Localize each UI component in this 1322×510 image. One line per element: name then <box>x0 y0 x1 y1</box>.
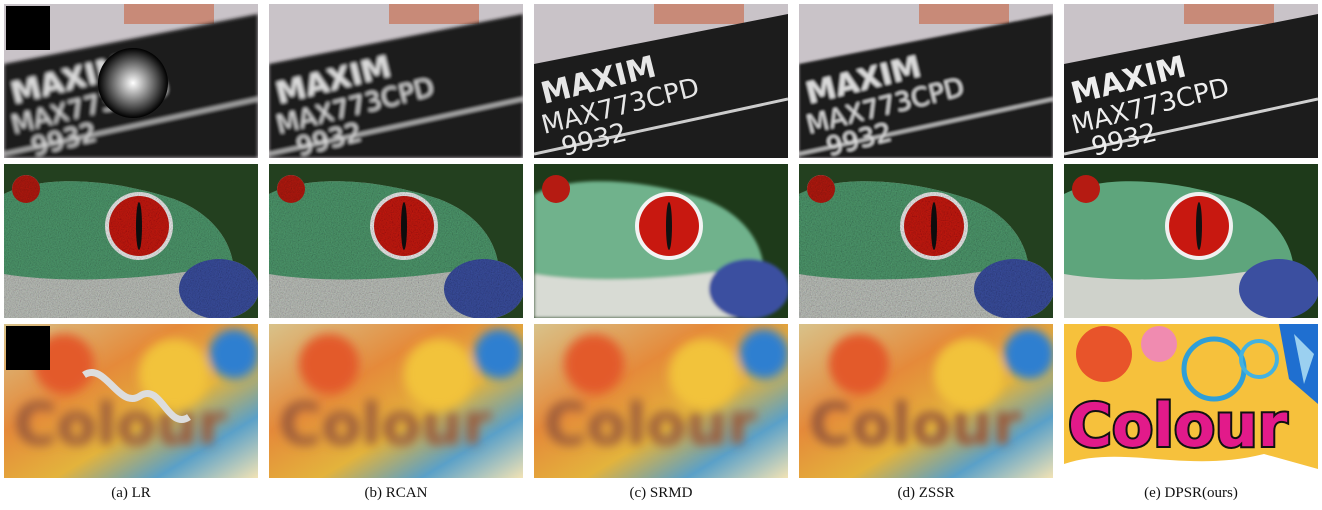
colour-rcan-image: Colour <box>269 324 523 478</box>
chip-zssr-image: MAXIM MAX773CPD 9932 <box>799 4 1053 158</box>
comparison-grid: MAXIM MAX773CPD 9932 MAXIM MAX773CPD 993… <box>4 4 1318 478</box>
chip-srmd-image: MAXIM MAX773CPD 9932 <box>534 4 788 158</box>
caption-rcan: (b) RCAN <box>364 485 428 501</box>
svg-text:Colour: Colour <box>544 390 756 458</box>
colour-lr-image: Colour <box>4 324 258 478</box>
frog-rcan-image <box>269 164 523 318</box>
colour-zssr-image: Colour <box>799 324 1053 478</box>
caption-srmd: (c) SRMD <box>629 485 693 501</box>
frog-zssr-image <box>799 164 1053 318</box>
svg-text:Colour: Colour <box>1068 391 1288 461</box>
chip-dpsr-image: MAXIM MAX773CPD 9932 <box>1064 4 1318 158</box>
colour-dpsr-image: Colour <box>1064 324 1318 478</box>
svg-text:Colour: Colour <box>279 390 491 458</box>
caption-zssr: (d) ZSSR <box>897 485 955 501</box>
motion-kernel-icon <box>6 326 191 423</box>
colour-srmd-image: Colour <box>534 324 788 478</box>
chip-lr-image: MAXIM MAX773CPD 9932 <box>4 4 258 158</box>
frog-lr-image <box>4 164 258 318</box>
chip-rcan-image: MAXIM MAX773CPD 9932 <box>269 4 523 158</box>
caption-lr: (a) LR <box>111 485 151 501</box>
frog-dpsr-image <box>1064 164 1318 318</box>
frog-srmd-image <box>534 164 788 318</box>
svg-text:Colour: Colour <box>14 390 226 458</box>
svg-text:Colour: Colour <box>809 390 1021 458</box>
caption-dpsr: (e) DPSR(ours) <box>1144 485 1238 501</box>
blur-kernel-icon <box>6 6 168 118</box>
